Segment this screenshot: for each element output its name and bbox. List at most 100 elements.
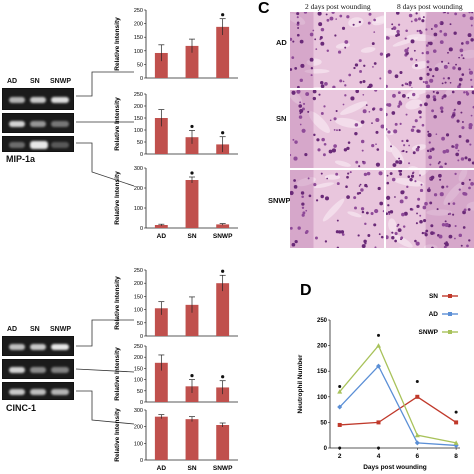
gel-band — [30, 367, 46, 373]
cell-nucleus — [447, 62, 450, 65]
gel-band — [51, 389, 69, 395]
cell-nucleus — [376, 148, 380, 151]
gel-band — [51, 142, 69, 148]
stroma-streak — [372, 15, 384, 24]
cell-nucleus — [468, 70, 474, 75]
cell-nucleus — [296, 90, 301, 94]
cell-nucleus — [439, 29, 443, 33]
cell-nucleus — [314, 236, 318, 240]
cell-nucleus — [336, 182, 340, 186]
significance-marker — [221, 131, 225, 135]
cell-nucleus — [291, 90, 296, 95]
cell-nucleus — [454, 12, 458, 16]
cell-nucleus — [355, 90, 360, 94]
significance-marker — [415, 379, 419, 383]
cell-nucleus — [419, 188, 424, 193]
y-tick-label: 0 — [140, 334, 143, 340]
series-point — [376, 420, 381, 425]
cell-nucleus — [321, 137, 325, 142]
y-axis-label: Relative Intensity — [114, 276, 121, 330]
x-tick-label: 2 — [338, 453, 342, 460]
cell-nucleus — [439, 40, 444, 45]
y-axis-label: Relative Intensity — [114, 17, 121, 71]
cell-nucleus — [338, 230, 342, 234]
y-tick-label: 300 — [134, 408, 143, 414]
y-tick-label: 100 — [317, 395, 328, 401]
cell-nucleus — [360, 120, 365, 124]
cell-nucleus — [296, 33, 300, 37]
cell-nucleus — [425, 51, 430, 55]
cell-nucleus — [457, 67, 462, 71]
stroma-streak — [420, 12, 428, 22]
significance-marker — [338, 385, 342, 389]
cell-nucleus — [424, 201, 428, 206]
cell-nucleus — [460, 244, 463, 247]
panel-letter-c: C — [258, 0, 270, 17]
cell-nucleus — [430, 231, 434, 236]
cell-nucleus — [371, 42, 375, 46]
cell-nucleus — [422, 80, 425, 83]
cell-nucleus — [299, 123, 302, 126]
cell-nucleus — [400, 236, 404, 240]
cell-nucleus — [296, 16, 299, 19]
cell-nucleus — [462, 210, 466, 215]
cell-nucleus — [454, 172, 457, 176]
cell-nucleus — [333, 129, 336, 131]
series-point — [337, 404, 343, 410]
cell-nucleus — [442, 149, 447, 154]
cell-nucleus — [387, 130, 391, 134]
cell-nucleus — [426, 72, 430, 76]
hist-row-label-sn: SN — [276, 114, 287, 123]
bar — [185, 45, 199, 78]
cell-nucleus — [386, 54, 389, 58]
cell-nucleus — [297, 27, 300, 29]
y-tick-label: 250 — [134, 92, 143, 98]
bar-chart-cinc-2: Relative Intensity 0 50 100 150 200 250 — [114, 344, 238, 406]
cell-nucleus — [360, 207, 365, 211]
cell-nucleus — [362, 93, 365, 96]
cell-nucleus — [443, 32, 448, 37]
significance-marker — [377, 446, 381, 450]
gel-bottom-row-2 — [2, 359, 74, 379]
y-tick-label: 150 — [317, 369, 328, 375]
significance-marker — [454, 410, 458, 414]
cell-nucleus — [349, 171, 352, 174]
cell-nucleus — [429, 78, 434, 83]
significance-marker — [221, 375, 225, 379]
series-line — [339, 344, 457, 444]
cell-nucleus — [449, 81, 452, 84]
cell-nucleus — [466, 244, 469, 248]
gel-bottom-lane-ad: AD — [7, 326, 18, 333]
series-point — [337, 422, 342, 427]
cell-nucleus — [361, 244, 366, 248]
gel-top-lane-ad: AD — [7, 78, 18, 85]
bar-chart-cinc-3: Relative Intensity 0 100 200 300 AD SN SNWP — [114, 408, 238, 472]
cell-nucleus — [421, 123, 425, 127]
x-tick-label: SN — [187, 233, 196, 240]
cell-nucleus — [365, 104, 368, 107]
cell-nucleus — [320, 80, 324, 85]
cell-nucleus — [433, 24, 438, 28]
cell-nucleus — [455, 143, 459, 148]
cell-nucleus — [377, 186, 381, 191]
bar — [216, 387, 230, 402]
cell-nucleus — [458, 56, 460, 59]
cell-nucleus — [430, 224, 434, 228]
stroma-streak — [419, 170, 434, 176]
cell-nucleus — [399, 70, 403, 75]
cell-nucleus — [409, 57, 414, 61]
cell-nucleus — [367, 85, 372, 88]
cell-nucleus — [323, 142, 327, 146]
cell-nucleus — [312, 96, 317, 101]
cell-nucleus — [346, 146, 350, 151]
cell-nucleus — [374, 246, 377, 248]
cell-nucleus — [461, 120, 464, 123]
cell-nucleus — [293, 156, 298, 161]
cell-nucleus — [455, 63, 457, 66]
bar — [185, 386, 199, 402]
y-tick-label: 50 — [137, 321, 143, 327]
cell-nucleus — [404, 48, 409, 53]
cell-nucleus — [386, 195, 391, 200]
cell-nucleus — [414, 18, 418, 22]
significance-marker — [338, 446, 342, 450]
